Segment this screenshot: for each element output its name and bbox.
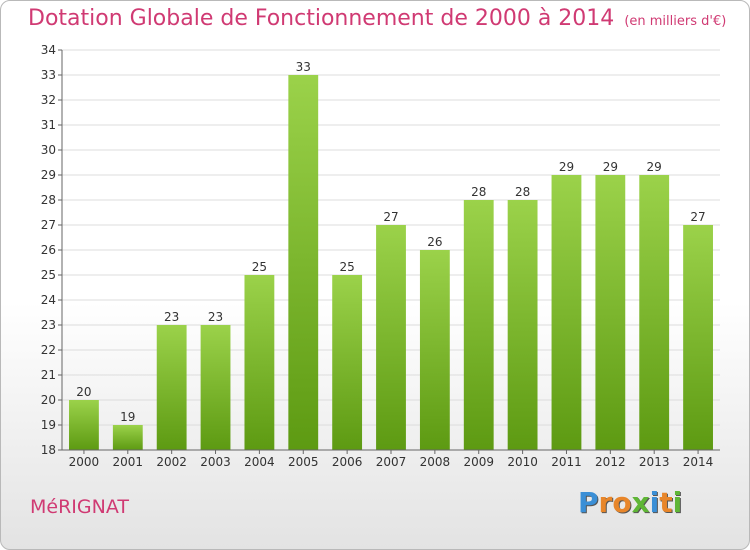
y-tick-label: 34 [41,43,56,57]
bar-value-label: 23 [164,310,179,324]
bar [639,175,670,450]
bar [683,225,713,450]
bar [507,200,538,450]
logo-letter: x [631,486,650,519]
bar [156,325,187,450]
x-tick-label: 2010 [507,455,538,469]
y-tick-label: 31 [41,118,56,132]
bar-value-label: 19 [120,410,135,424]
bar-value-label: 23 [208,310,223,324]
bar [112,425,143,450]
bar [69,400,99,450]
bar [376,225,406,450]
x-tick-label: 2006 [332,455,363,469]
y-tick-label: 18 [41,443,56,457]
x-tick-label: 2004 [244,455,275,469]
logo-letter: P [578,486,599,519]
bar-value-label: 28 [471,185,486,199]
y-tick-label: 32 [41,93,56,107]
logo-letter: i [649,486,660,519]
bar-value-label: 29 [647,160,662,174]
x-tick-label: 2011 [551,455,582,469]
bar [244,275,275,450]
x-tick-label: 2008 [420,455,451,469]
bar [595,175,626,450]
logo-letter: i [672,486,683,519]
bar-value-label: 33 [296,60,311,74]
y-tick-label: 21 [41,368,56,382]
bar-value-label: 29 [603,160,618,174]
y-tick-label: 26 [41,243,56,257]
bar-value-label: 26 [427,235,442,249]
bar-value-label: 27 [383,210,398,224]
x-tick-label: 2013 [639,455,670,469]
x-tick-label: 2007 [376,455,407,469]
bar [288,75,319,450]
x-tick-label: 2002 [156,455,187,469]
x-tick-label: 2003 [200,455,231,469]
y-tick-label: 30 [41,143,56,157]
chart-unit: (en milliers d'€) [624,14,727,29]
y-tick-label: 33 [41,68,56,82]
x-tick-label: 2014 [683,455,714,469]
proxiti-logo[interactable]: Proxiti [578,486,682,519]
bar [419,250,450,450]
x-tick-label: 2000 [69,455,100,469]
bar [200,325,231,450]
y-tick-label: 24 [41,293,56,307]
bar-value-label: 29 [559,160,574,174]
bar-value-label: 20 [76,385,91,399]
y-tick-label: 19 [41,418,56,432]
bar-value-label: 25 [252,260,267,274]
bar-value-label: 27 [690,210,705,224]
city-name: MéRIGNAT [30,496,129,518]
y-tick-label: 27 [41,218,56,232]
bar [332,275,363,450]
y-tick-label: 23 [41,318,56,332]
y-tick-label: 20 [41,393,56,407]
y-tick-label: 29 [41,168,56,182]
y-tick-label: 28 [41,193,56,207]
logo-letter: o [612,486,632,519]
x-tick-label: 2001 [113,455,144,469]
bar [551,175,582,450]
x-tick-label: 2009 [463,455,494,469]
chart-title: Dotation Globale de Fonctionnement de 20… [28,6,726,31]
bar-value-label: 28 [515,185,530,199]
bar-value-label: 25 [339,260,354,274]
chart-title-text: Dotation Globale de Fonctionnement de 20… [28,6,615,31]
x-tick-label: 2005 [288,455,319,469]
logo-letter: r [598,486,613,519]
logo-letter: t [659,486,673,519]
y-tick-label: 22 [41,343,56,357]
bar [463,200,494,450]
x-tick-label: 2012 [595,455,626,469]
y-tick-label: 25 [41,268,56,282]
